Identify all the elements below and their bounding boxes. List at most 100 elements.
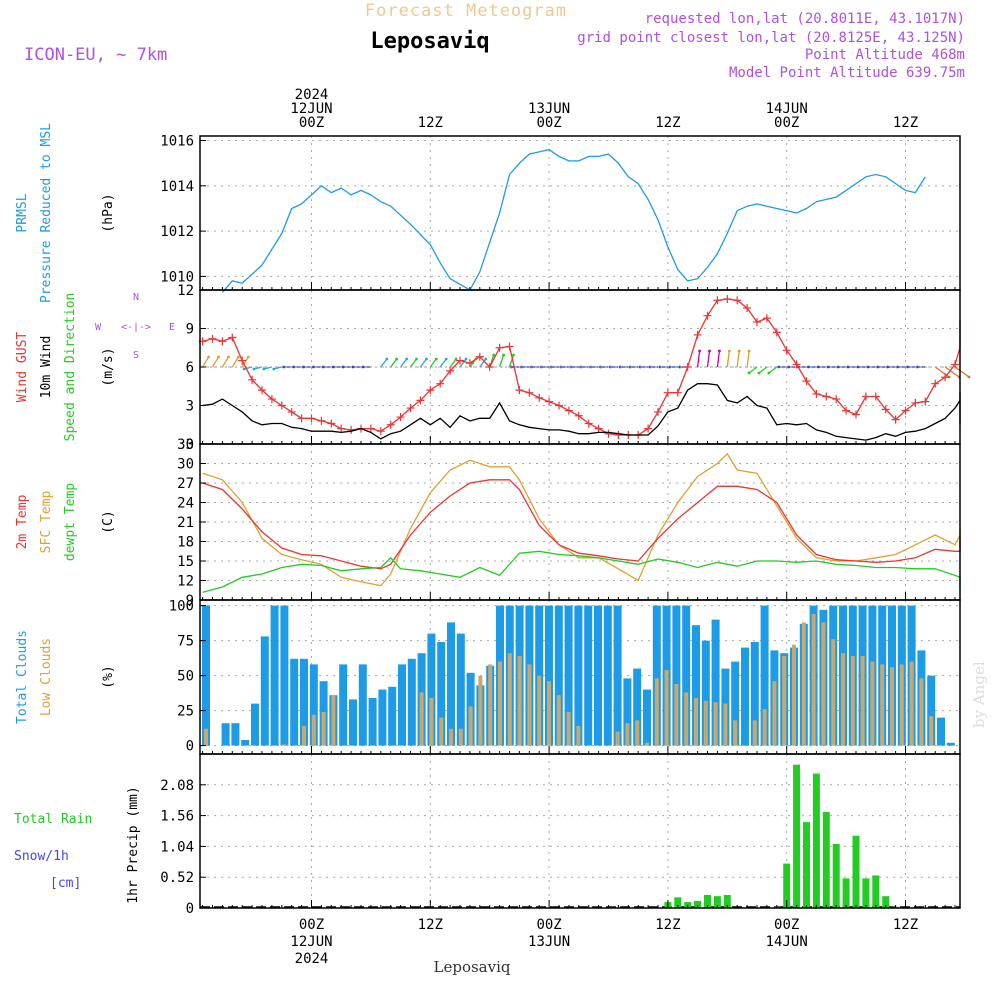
low-cloud-bar: [204, 728, 208, 746]
wind-direction-arrow: [449, 358, 457, 368]
wind-direction-arrow: [748, 366, 758, 374]
total-cloud-bar: [564, 605, 573, 746]
gust-line-marker: [644, 424, 653, 433]
total-cloud-bar: [937, 717, 945, 746]
total-cloud-bar: [280, 605, 289, 746]
wind-direction-arrow: [758, 366, 768, 374]
precip-bar: [872, 875, 880, 908]
low-cloud-bar: [635, 720, 640, 746]
wind-direction-arrowhead: [846, 365, 850, 369]
wind-direction-arrowhead: [444, 357, 448, 361]
total-cloud-bar: [378, 689, 387, 746]
compass-cross: <-|->: [121, 322, 151, 333]
precip-bar: [704, 894, 711, 908]
precip-legend-label: [cm]: [50, 876, 81, 891]
wind-direction-arrowhead: [747, 371, 751, 375]
t2m-line: [202, 479, 961, 570]
low-cloud-bar: [880, 664, 885, 746]
gust-line-marker: [654, 407, 662, 416]
wind-direction-arrowhead: [876, 365, 880, 369]
gust-line-marker: [911, 398, 920, 407]
low-cloud-bar: [547, 681, 551, 746]
total-cloud-bar: [682, 605, 691, 746]
precip-bar: [852, 835, 860, 908]
low-cloud-bar: [713, 702, 718, 746]
y-tick-label: 30: [177, 457, 194, 473]
panel-label-wind: 10m Wind: [39, 336, 54, 399]
wind-direction-arrow: [380, 358, 388, 368]
low-cloud-bar: [468, 706, 473, 746]
gust-line-marker: [475, 352, 484, 361]
y-tick-label: 1.56: [160, 809, 194, 825]
wind-direction-arrow: [944, 366, 960, 378]
x-tick-label-bottom: 12JUN: [290, 934, 332, 950]
low-cloud-bar: [654, 678, 659, 746]
low-cloud-bar: [723, 703, 728, 746]
total-cloud-bar: [368, 698, 377, 746]
wind-direction-arrow: [202, 356, 210, 368]
gust-line-marker: [931, 379, 940, 388]
wind-direction-arrowhead: [777, 365, 781, 369]
total-cloud-bar: [711, 619, 720, 746]
precip-bar: [713, 896, 721, 908]
low-cloud-bar: [811, 614, 816, 746]
y-tick-label: 75: [177, 634, 194, 650]
gust-line-marker: [376, 427, 385, 436]
gust-line-marker: [258, 386, 266, 395]
wind-direction-arrow: [419, 358, 427, 368]
low-cloud-bar: [860, 656, 865, 746]
precip-bar: [822, 812, 830, 908]
gust-line-marker: [267, 395, 276, 404]
panel-label-temp: 2m Temp: [15, 494, 30, 549]
low-cloud-bar: [439, 717, 444, 746]
panel-label-wind: Speed and Direction: [63, 293, 78, 442]
precip-bar: [793, 764, 801, 908]
low-cloud-bar: [929, 716, 934, 746]
x-tick-label-top: 12JUN: [290, 101, 332, 117]
wind-direction-arrowhead: [915, 365, 919, 369]
gust-line-marker: [782, 346, 791, 355]
wind-direction-arrow: [429, 358, 437, 368]
wind-direction-arrow: [736, 350, 740, 368]
total-cloud-bar: [613, 605, 622, 746]
y-tick-label: 15: [177, 554, 194, 570]
wind-direction-arrowhead: [242, 367, 246, 371]
low-cloud-bar: [331, 695, 336, 746]
gust-line-marker: [683, 363, 692, 371]
point-altitude: Point Altitude 468m: [805, 47, 965, 63]
low-cloud-bar: [537, 675, 542, 746]
gust-line-marker: [703, 311, 712, 320]
wind-direction-arrowhead: [512, 353, 515, 357]
y-tick-label: 1012: [160, 224, 194, 240]
gust-line-marker: [465, 359, 474, 368]
y-tick-label: 50: [177, 669, 194, 685]
total-cloud-bar: [437, 642, 446, 746]
x-tick-label-top: 00Z: [774, 115, 799, 131]
wind-direction-arrowhead: [816, 365, 820, 369]
precip-axis-label: 1hr Precip (mm): [126, 786, 141, 903]
watermark: by Angel: [970, 661, 988, 728]
wind-direction-arrowhead: [361, 365, 365, 369]
compass-s: S: [133, 350, 139, 361]
wind10-line: [202, 383, 961, 441]
wind-direction-arrow: [706, 350, 711, 368]
wind-direction-arrowhead: [826, 365, 830, 369]
dewpoint-line: [202, 550, 961, 593]
precip-bar: [694, 900, 702, 908]
wind-direction-arrowhead: [405, 357, 408, 361]
total-cloud-bar: [309, 664, 318, 746]
gust-line-marker: [584, 419, 593, 428]
x-tick-label-top: 13JUN: [528, 101, 570, 117]
y-tick-label: 33: [177, 437, 194, 453]
low-cloud-bar: [625, 723, 630, 746]
wind-direction-arrowhead: [272, 367, 276, 371]
x-tick-label-bottom: 00Z: [536, 917, 561, 933]
gust-line-marker: [802, 377, 811, 386]
gust-line-marker: [901, 406, 910, 415]
wind-direction-arrowhead: [807, 365, 810, 369]
data-layer: [198, 148, 971, 908]
total-cloud-bar: [349, 699, 357, 746]
wind-direction-arrow: [241, 356, 249, 368]
total-cloud-bar: [741, 647, 749, 746]
